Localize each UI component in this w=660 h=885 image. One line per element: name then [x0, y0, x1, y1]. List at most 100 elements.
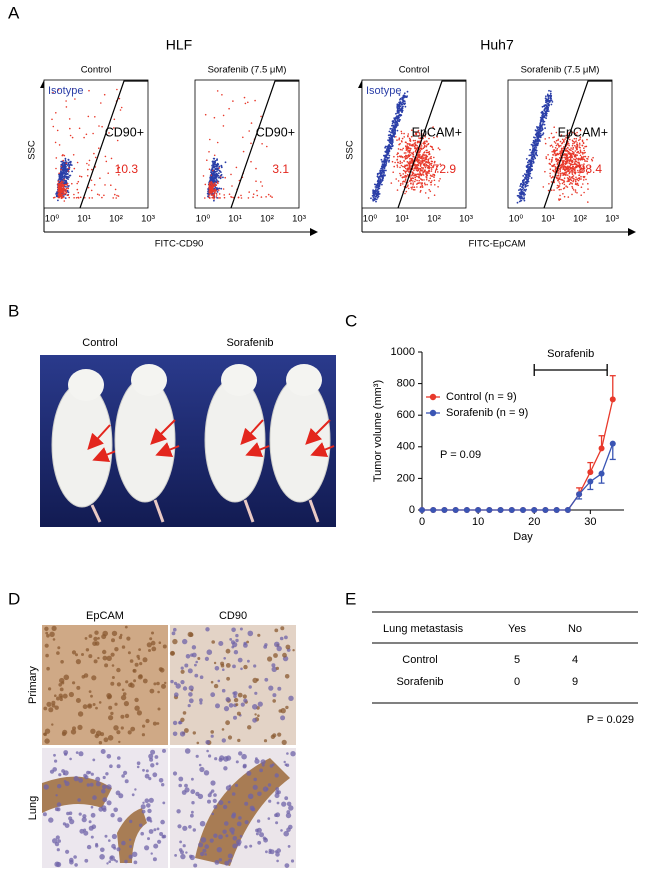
- event-dot: [90, 179, 93, 182]
- event-dot: [568, 175, 571, 178]
- event-dot: [430, 175, 433, 177]
- event-dot: [433, 136, 435, 139]
- event-dot: [571, 159, 574, 162]
- event-dot: [407, 135, 409, 137]
- event-dot: [428, 153, 430, 156]
- cell-nucleus: [213, 661, 217, 665]
- event-dot: [567, 179, 569, 181]
- event-dot: [424, 171, 427, 173]
- event-dot: [541, 128, 544, 131]
- event-dot: [520, 189, 523, 191]
- event-dot: [578, 139, 580, 142]
- event-dot: [547, 97, 550, 100]
- event-dot: [568, 144, 570, 147]
- event-dot: [438, 148, 441, 151]
- event-dot: [256, 189, 258, 192]
- cell-nucleus: [54, 807, 59, 812]
- event-dot: [432, 173, 434, 176]
- event-dot: [78, 127, 81, 130]
- event-dot: [569, 157, 572, 159]
- event-dot: [73, 193, 75, 196]
- event-dot: [215, 164, 218, 166]
- event-dot: [214, 177, 217, 180]
- event-dot: [235, 166, 238, 169]
- event-dot: [208, 194, 210, 197]
- cell-nucleus: [146, 803, 151, 808]
- event-dot: [62, 164, 65, 167]
- event-dot: [437, 171, 439, 173]
- cell-nucleus: [58, 693, 63, 698]
- event-dot: [582, 142, 585, 145]
- cell-nucleus: [233, 691, 238, 696]
- event-dot: [398, 138, 400, 141]
- cell-nucleus: [235, 633, 239, 638]
- event-dot: [402, 169, 405, 172]
- event-dot: [224, 176, 226, 179]
- event-dot: [397, 110, 399, 112]
- event-dot: [533, 142, 536, 145]
- x-axis-label: FITC-EpCAM: [469, 239, 526, 250]
- event-dot: [390, 182, 393, 184]
- cell-nucleus: [253, 664, 257, 668]
- event-dot: [401, 141, 403, 143]
- event-dot: [67, 175, 69, 178]
- event-dot: [526, 184, 529, 187]
- event-dot: [397, 114, 400, 117]
- cell-nucleus: [174, 854, 178, 857]
- event-dot: [560, 149, 563, 151]
- event-dot: [566, 180, 568, 183]
- event-dot: [529, 172, 532, 175]
- panel-label: E: [345, 589, 356, 608]
- event-dot: [583, 176, 585, 179]
- cell-nucleus: [275, 852, 280, 857]
- event-dot: [552, 165, 554, 168]
- event-dot: [555, 131, 558, 134]
- event-dot: [556, 148, 559, 150]
- event-dot: [408, 154, 410, 157]
- event-dot: [412, 177, 415, 180]
- event-dot: [535, 149, 538, 152]
- event-dot: [534, 136, 536, 139]
- cell-nucleus: [256, 678, 259, 682]
- arrow: [305, 419, 331, 445]
- event-dot: [557, 169, 560, 172]
- event-dot: [422, 159, 425, 162]
- event-dot: [391, 142, 394, 145]
- cell-nucleus: [182, 825, 188, 831]
- cell-nucleus: [132, 851, 138, 857]
- cell-nucleus: [280, 715, 286, 721]
- mouse-head: [221, 364, 257, 396]
- event-dot: [60, 186, 62, 189]
- event-dot: [577, 169, 579, 172]
- cell-nucleus: [243, 698, 248, 703]
- event-dot: [399, 102, 401, 105]
- event-dot: [568, 170, 570, 172]
- event-dot: [420, 132, 423, 135]
- cell-nucleus: [255, 832, 259, 836]
- event-dot: [412, 180, 414, 182]
- event-dot: [63, 196, 65, 198]
- cell-nucleus: [191, 777, 194, 781]
- event-dot: [401, 149, 403, 151]
- cell-nucleus: [270, 734, 276, 739]
- table-header: Lung metastasis: [383, 623, 464, 635]
- event-dot: [414, 139, 417, 142]
- cell-nucleus: [56, 802, 62, 807]
- event-dot: [79, 196, 82, 199]
- event-dot: [567, 174, 569, 176]
- event-dot: [572, 177, 574, 180]
- event-dot: [423, 152, 425, 154]
- event-dot: [565, 134, 568, 137]
- event-dot: [228, 193, 231, 195]
- event-dot: [584, 155, 587, 158]
- event-dot: [399, 109, 401, 112]
- cell-nucleus: [92, 703, 96, 706]
- event-dot: [407, 187, 410, 190]
- event-dot: [395, 178, 398, 180]
- cell-nucleus: [257, 701, 263, 707]
- event-dot: [378, 177, 380, 180]
- event-dot: [433, 174, 436, 177]
- event-dot: [214, 191, 216, 194]
- event-dot: [433, 179, 436, 182]
- event-dot: [585, 145, 588, 148]
